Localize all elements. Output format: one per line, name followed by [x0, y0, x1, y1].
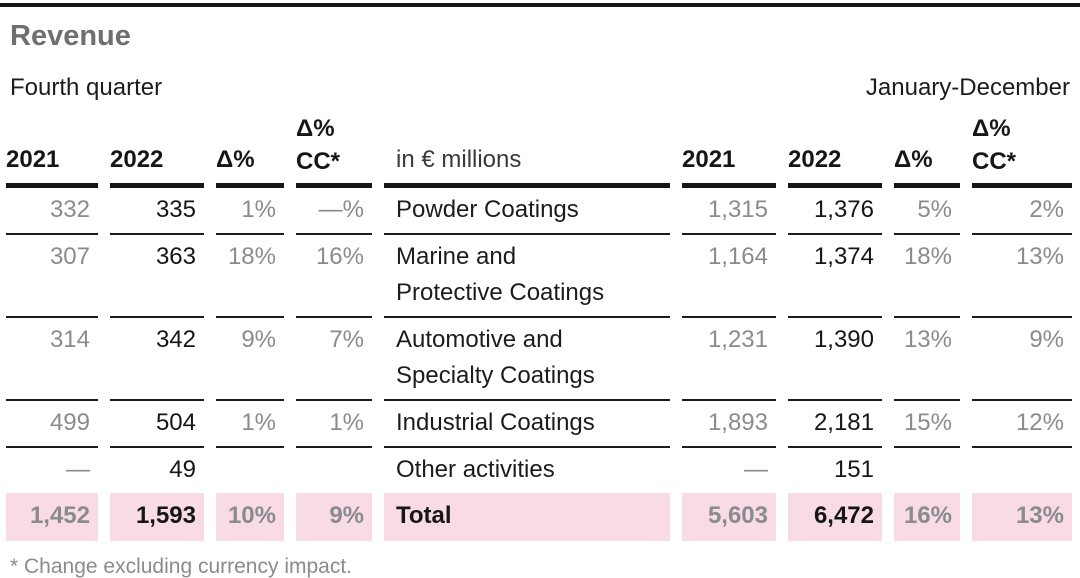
cell-q4-2022: 335	[110, 188, 204, 235]
cell-total-q4-2022: 1,593	[110, 493, 204, 541]
top-rule	[0, 3, 1080, 7]
cell-fy-delta-cc: 12%	[972, 401, 1072, 448]
cell-q4-delta: 9%	[216, 318, 284, 401]
cell-q4-2022: 363	[110, 235, 204, 318]
header-q4-2021: 2021	[6, 112, 98, 188]
cell-segment-label: Marine and Protective Coatings	[384, 235, 670, 318]
header-q4-2022: 2022	[110, 112, 204, 188]
cell-q4-2021: 332	[6, 188, 98, 235]
page-title: Revenue	[10, 20, 131, 52]
table-row-industrial-coatings: 499 504 1% 1% Industrial Coatings 1,893 …	[6, 401, 1072, 448]
cell-q4-2022: 49	[169, 456, 196, 483]
cell-fy-delta: 18%	[894, 235, 960, 318]
header-fy-delta: Δ%	[894, 112, 960, 188]
cell-total-fy-2022: 6,472	[788, 493, 882, 541]
cell-q4-delta: 1%	[216, 188, 284, 235]
cell-segment-label: Industrial Coatings	[384, 401, 670, 448]
cell-q4-delta-cc	[296, 448, 372, 493]
header-fy-delta-cc-bottom: CC*	[972, 148, 1017, 175]
period-label-left: Fourth quarter	[10, 74, 163, 101]
cell-total-fy-delta: 16%	[894, 493, 960, 541]
cell-fy-delta: 13%	[894, 318, 960, 401]
cell-q4-delta-cc: 1%	[296, 401, 372, 448]
cell-fy-delta	[894, 448, 960, 493]
header-q4-delta-cc-bottom: CC*	[296, 148, 341, 175]
cell-fy-2022: 1,390	[788, 318, 882, 401]
cell-fy-2022: 2,181	[788, 401, 882, 448]
cell-segment-label: Powder Coatings	[384, 188, 670, 235]
cell-q4-delta-cc: —%	[296, 188, 372, 235]
cell-fy-delta-cc: 13%	[972, 235, 1072, 318]
header-fy-delta-cc-top: Δ%	[972, 115, 1011, 142]
table-row-other-activities: — 49 Other activities — 151	[6, 448, 1072, 493]
header-q4-delta-cc-top: Δ%	[296, 115, 335, 142]
header-q4-delta: Δ%	[216, 112, 284, 188]
cell-total-q4-2021: 1,452	[6, 493, 98, 541]
cell-q4-2021: 314	[6, 318, 98, 401]
header-q4-delta-cc: Δ% CC*	[296, 112, 372, 188]
table-row-automotive-specialty: 314 342 9% 7% Automotive and Specialty C…	[6, 318, 1072, 401]
header-fy-delta-cc: Δ% CC*	[972, 112, 1072, 188]
header-unit-label: in € millions	[384, 112, 670, 188]
cell-fy-delta: 15%	[894, 401, 960, 448]
cell-total-fy-delta-cc: 13%	[972, 493, 1072, 541]
cell-fy-2022: 151	[833, 456, 874, 483]
cell-q4-delta-cc: 16%	[296, 235, 372, 318]
cell-total-q4-delta-cc: 9%	[296, 493, 372, 541]
footnote: * Change excluding currency impact.	[10, 555, 353, 578]
cell-q4-2021: 307	[6, 235, 98, 318]
cell-segment-label: Automotive and Specialty Coatings	[384, 318, 670, 401]
cell-fy-2022: 1,376	[788, 188, 882, 235]
header-fy-2022: 2022	[788, 112, 882, 188]
cell-q4-delta: 18%	[216, 235, 284, 318]
cell-fy-delta-cc: 9%	[972, 318, 1072, 401]
cell-fy-2021: 1,231	[682, 318, 776, 401]
cell-total-fy-2021: 5,603	[682, 493, 776, 541]
table-row-powder-coatings: 332 335 1% —% Powder Coatings 1,315 1,37…	[6, 188, 1072, 235]
period-row: Fourth quarter January-December	[10, 74, 1070, 102]
cell-q4-2022: 504	[110, 401, 204, 448]
cell-q4-delta	[216, 448, 284, 493]
cell-total-q4-delta: 10%	[216, 493, 284, 541]
table-row-total: 1,452 1,593 10% 9% Total 5,603 6,472 16%…	[6, 493, 1072, 541]
cell-q4-delta: 1%	[216, 401, 284, 448]
header-fy-2021: 2021	[682, 112, 776, 188]
cell-q4-2021: 499	[6, 401, 98, 448]
table-row-marine-protective: 307 363 18% 16% Marine and Protective Co…	[6, 235, 1072, 318]
cell-fy-delta-cc	[972, 448, 1072, 493]
cell-fy-2022: 1,374	[788, 235, 882, 318]
cell-q4-2021: —	[66, 456, 90, 483]
cell-fy-2021: —	[744, 456, 768, 483]
cell-fy-delta-cc: 2%	[972, 188, 1072, 235]
revenue-table: 2021 2022 Δ% Δ% CC* in € millions 2021 2…	[0, 112, 1080, 541]
cell-fy-2021: 1,893	[682, 401, 776, 448]
cell-segment-label: Other activities	[396, 456, 555, 483]
cell-total-label: Total	[384, 493, 670, 541]
cell-q4-2022: 342	[110, 318, 204, 401]
cell-fy-delta: 5%	[894, 188, 960, 235]
cell-fy-2021: 1,315	[682, 188, 776, 235]
period-label-right: January-December	[865, 74, 1070, 101]
cell-fy-2021: 1,164	[682, 235, 776, 318]
cell-q4-delta-cc: 7%	[296, 318, 372, 401]
table-header-row: 2021 2022 Δ% Δ% CC* in € millions 2021 2…	[6, 112, 1072, 188]
